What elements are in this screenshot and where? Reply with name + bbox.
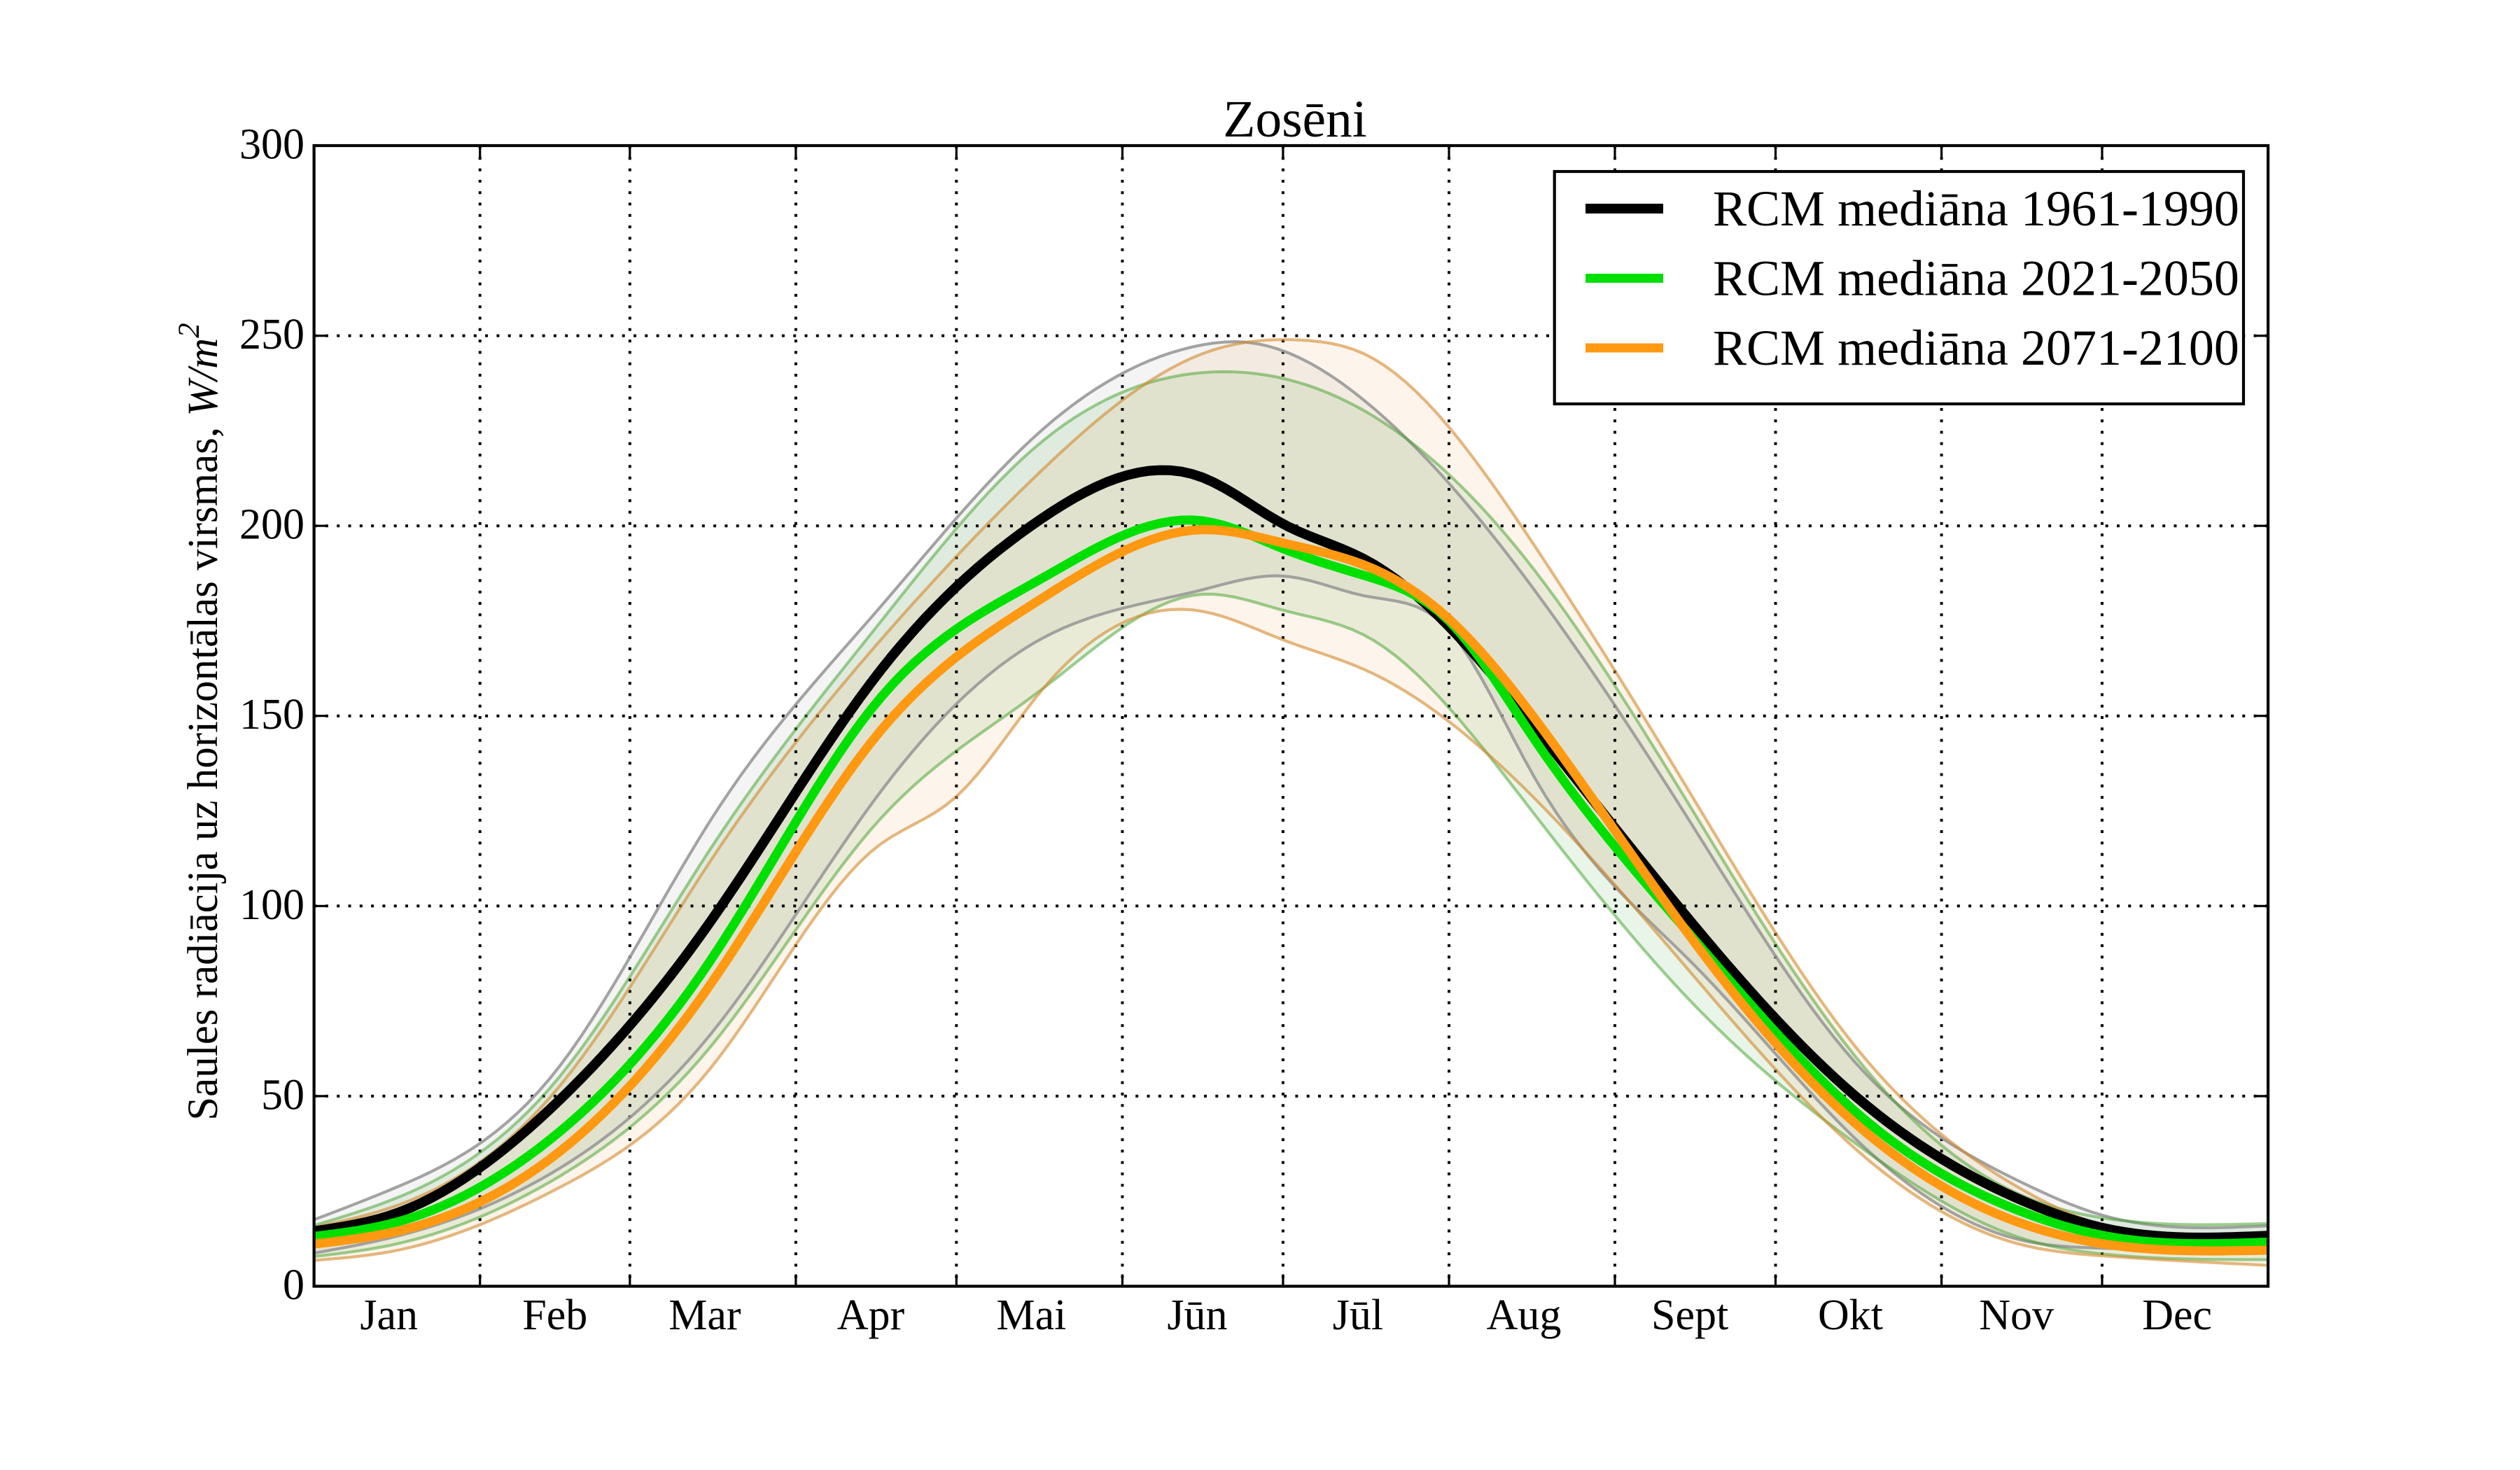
svg-text:0: 0: [283, 1261, 304, 1309]
svg-text:RCM mediāna 2021-2050: RCM mediāna 2021-2050: [1713, 251, 2239, 307]
svg-text:Saules radiācija uz horizontāl: Saules radiācija uz horizontālas virsmas…: [173, 323, 227, 1121]
svg-text:Zosēni: Zosēni: [1223, 90, 1367, 148]
svg-text:300: 300: [239, 121, 304, 169]
svg-text:Jan: Jan: [360, 1292, 418, 1339]
svg-text:100: 100: [239, 881, 304, 929]
svg-text:Mar: Mar: [668, 1292, 741, 1339]
svg-text:200: 200: [239, 501, 304, 549]
svg-text:RCM mediāna 2071-2100: RCM mediāna 2071-2100: [1713, 320, 2239, 376]
svg-text:Jūn: Jūn: [1167, 1292, 1227, 1339]
svg-text:Okt: Okt: [1818, 1292, 1883, 1339]
svg-text:Feb: Feb: [522, 1292, 587, 1339]
svg-text:150: 150: [239, 691, 304, 738]
svg-text:50: 50: [261, 1071, 304, 1119]
svg-text:250: 250: [239, 311, 304, 358]
svg-text:Nov: Nov: [1979, 1292, 2054, 1339]
svg-text:Jūl: Jūl: [1333, 1292, 1383, 1339]
svg-text:Dec: Dec: [2142, 1292, 2212, 1339]
svg-text:Aug: Aug: [1487, 1292, 1562, 1339]
svg-text:Mai: Mai: [996, 1292, 1066, 1339]
svg-text:RCM mediāna 1961-1990: RCM mediāna 1961-1990: [1713, 181, 2239, 237]
svg-text:Sept: Sept: [1651, 1292, 1728, 1339]
svg-text:Apr: Apr: [837, 1292, 905, 1339]
